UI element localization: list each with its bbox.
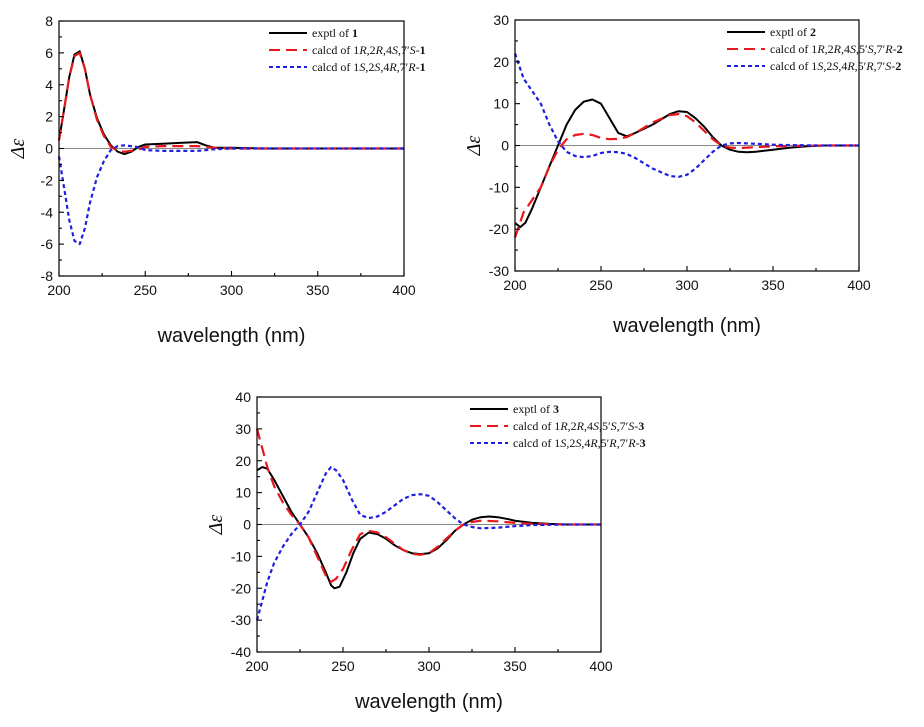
x-tick-label: 350 xyxy=(503,658,527,674)
x-tick-label: 200 xyxy=(47,282,71,298)
y-tick-label: -6 xyxy=(41,236,54,252)
legend: exptl of 2 calcd of 1R,2R,4S,5′S,7′R-2 cal… xyxy=(727,25,903,73)
y-tick-label: 30 xyxy=(235,421,251,437)
chart-panel-1: 200 250 300 350 400 -8 -6 -4 -2 0 2 4 6 8 wavelength (… xyxy=(7,13,426,347)
x-tick-label: 300 xyxy=(220,282,244,298)
y-tick-label: 30 xyxy=(493,12,509,28)
chart-panel-2: 200 250 300 350 400 -30 -20 -10 0 10 20 30 wavelengt… xyxy=(463,12,903,337)
legend: exptl of 1 calcd of 1R,2R,4S,7′S-1 calcd o… xyxy=(269,26,426,74)
y-axis-title: Δε xyxy=(463,136,485,157)
y-tick-label: -10 xyxy=(489,179,509,195)
x-tick-label: 250 xyxy=(589,277,613,293)
series-line-3 xyxy=(513,53,859,178)
x-tick-label: 200 xyxy=(245,658,269,674)
x-axis-title: wavelength (nm) xyxy=(157,325,306,347)
chart-panel-3: 200 250 300 350 400 -40 -30 -20 -10 0 10 20 30 40 wave… xyxy=(205,389,646,713)
x-tick-label: 350 xyxy=(761,277,785,293)
legend-label-2: calcd of 1R,2R,4S,5′S,7′R-2 xyxy=(770,42,903,56)
y-tick-label: 0 xyxy=(45,141,53,157)
legend-label-3: calcd of 1S,2S,4R,7′R-1 xyxy=(312,60,426,74)
y-tick-label: 40 xyxy=(235,389,251,405)
x-tick-label: 250 xyxy=(134,282,158,298)
y-tick-label: 4 xyxy=(45,77,53,93)
y-tick-label: 20 xyxy=(235,453,251,469)
y-tick-label: 10 xyxy=(493,96,509,112)
y-axis-title: Δε xyxy=(7,139,29,160)
series-line-3 xyxy=(57,144,404,246)
y-tick-label: -30 xyxy=(231,612,251,628)
y-tick-label: 10 xyxy=(235,485,251,501)
y-axis-title: Δε xyxy=(205,515,227,536)
x-tick-label: 350 xyxy=(306,282,330,298)
legend-label-1: exptl of 3 xyxy=(513,402,559,416)
y-tick-label: -20 xyxy=(231,580,251,596)
y-tick-label: -20 xyxy=(489,221,509,237)
series-line-1 xyxy=(256,466,601,590)
x-tick-label: 400 xyxy=(589,658,613,674)
x-tick-label: 200 xyxy=(503,277,527,293)
y-tick-label: -4 xyxy=(41,204,54,220)
x-axis-title: wavelength (nm) xyxy=(354,691,503,713)
y-tick-label: -8 xyxy=(41,268,54,284)
series-line-1 xyxy=(514,98,859,229)
legend-label-1: exptl of 2 xyxy=(770,25,816,39)
y-tick-label: -40 xyxy=(231,644,251,660)
y-tick-label: -10 xyxy=(231,548,251,564)
legend-label-3: calcd of 1S,2S,4R,5′R,7′S-2 xyxy=(770,59,901,73)
y-tick-label: 8 xyxy=(45,13,53,29)
series-line-3 xyxy=(255,466,601,621)
legend-label-1: exptl of 1 xyxy=(312,26,358,40)
y-tick-label: 20 xyxy=(493,54,509,70)
y-tick-label: -2 xyxy=(41,172,54,188)
y-tick-label: 0 xyxy=(243,517,251,533)
x-tick-label: 300 xyxy=(417,658,441,674)
legend-label-2: calcd of 1R,2R,4S,5′S,7′S-3 xyxy=(513,419,644,433)
legend-label-2: calcd of 1R,2R,4S,7′S-1 xyxy=(312,43,426,57)
y-tick-label: 0 xyxy=(501,138,509,154)
series-line-2 xyxy=(255,428,601,583)
x-tick-label: 400 xyxy=(392,282,416,298)
x-axis-title: wavelength (nm) xyxy=(612,315,761,337)
y-tick-label: -30 xyxy=(489,263,509,279)
x-tick-label: 300 xyxy=(675,277,699,293)
legend-label-3: calcd of 1S,2S,4R,5′R,7′R-3 xyxy=(513,436,646,450)
series-line-2 xyxy=(513,113,859,238)
x-tick-label: 400 xyxy=(847,277,871,293)
y-tick-label: 2 xyxy=(45,109,53,125)
legend: exptl of 3 calcd of 1R,2R,4S,5′S,7′S-3 cal… xyxy=(470,402,646,450)
y-tick-label: 6 xyxy=(45,45,53,61)
x-tick-label: 250 xyxy=(331,658,355,674)
